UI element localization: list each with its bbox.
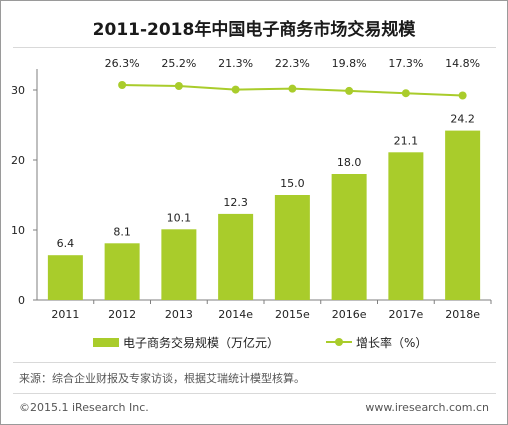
bar-value-label: 10.1	[167, 211, 192, 224]
bar	[104, 243, 140, 300]
legend-bar-label: 电子商务交易规模（万亿元）	[123, 335, 280, 350]
bar-value-label: 24.2	[450, 113, 475, 126]
x-tick-label: 2016e	[332, 308, 367, 321]
growth-rate-point	[288, 84, 297, 93]
website-text: www.iresearch.com.cn	[365, 401, 489, 414]
growth-rate-point	[345, 86, 354, 95]
source-note: 来源：综合企业财报及专家访谈，根据艾瑞统计模型核算。	[19, 372, 305, 385]
bar-value-label: 12.3	[223, 196, 248, 209]
bar	[161, 229, 197, 300]
legend-line-label: 增长率（%）	[356, 335, 428, 350]
bar	[388, 152, 424, 300]
bar	[47, 255, 83, 300]
copyright-text: ©2015.1 iResearch Inc.	[19, 401, 149, 414]
growth-rate-point	[174, 82, 183, 91]
bar	[218, 213, 254, 300]
growth-rate-label: 17.3%	[388, 57, 423, 70]
title-divider	[13, 47, 496, 48]
y-tick-label: 30	[11, 84, 25, 97]
bar-value-label: 8.1	[113, 225, 131, 238]
bar-value-label: 21.1	[394, 134, 419, 147]
growth-rate-label: 26.3%	[105, 57, 140, 70]
chart-title: 2011-2018年中国电子商务市场交易规模	[92, 20, 416, 40]
growth-rate-label: 21.3%	[218, 57, 253, 70]
x-tick-label: 2015e	[275, 308, 310, 321]
y-tick-label: 0	[18, 294, 25, 307]
bar-value-label: 18.0	[337, 156, 362, 169]
legend-line-swatch	[326, 337, 352, 347]
x-tick-label: 2013	[165, 308, 193, 321]
x-tick-label: 2014e	[218, 308, 253, 321]
legend-bar-swatch	[93, 337, 119, 347]
chart-plot: 0 10 20 30 6.4 2011 8.1 2012 10.1 2013 12.3 2014e 15…	[11, 57, 492, 321]
legend-item-line: 增长率（%）	[326, 331, 427, 353]
growth-rate-label: 19.8%	[332, 57, 367, 70]
y-tick-label: 10	[11, 224, 25, 237]
growth-rate-point	[401, 89, 410, 98]
x-tick-label: 2011	[51, 308, 79, 321]
bar	[445, 130, 481, 300]
footer-divider	[13, 393, 496, 394]
x-tick-label: 2017e	[388, 308, 423, 321]
growth-rate-label: 22.3%	[275, 57, 310, 70]
growth-rate-label: 14.8%	[445, 57, 480, 70]
x-tick-label: 2018e	[445, 308, 480, 321]
growth-rate-label: 25.2%	[161, 57, 196, 70]
bar	[331, 174, 367, 300]
growth-rate-point	[118, 81, 127, 89]
x-tick-label: 2012	[108, 308, 136, 321]
growth-rate-point	[458, 91, 467, 100]
bar-value-label: 15.0	[280, 177, 305, 190]
y-tick-label: 20	[11, 154, 25, 167]
bar-value-label: 6.4	[57, 237, 75, 250]
legend-item-bar: 电子商务交易规模（万亿元）	[93, 331, 279, 353]
bar	[274, 195, 310, 300]
source-divider	[13, 362, 496, 363]
growth-rate-point	[231, 85, 240, 94]
